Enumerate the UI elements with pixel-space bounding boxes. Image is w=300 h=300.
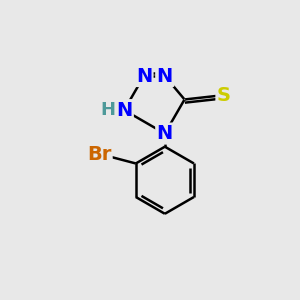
Text: N: N	[157, 67, 173, 85]
Text: H: H	[101, 101, 116, 119]
Text: N: N	[157, 124, 173, 143]
Text: S: S	[217, 85, 231, 105]
Text: Br: Br	[87, 145, 111, 164]
Text: N: N	[116, 100, 132, 120]
Text: N: N	[136, 67, 152, 85]
Text: C: C	[184, 99, 185, 100]
